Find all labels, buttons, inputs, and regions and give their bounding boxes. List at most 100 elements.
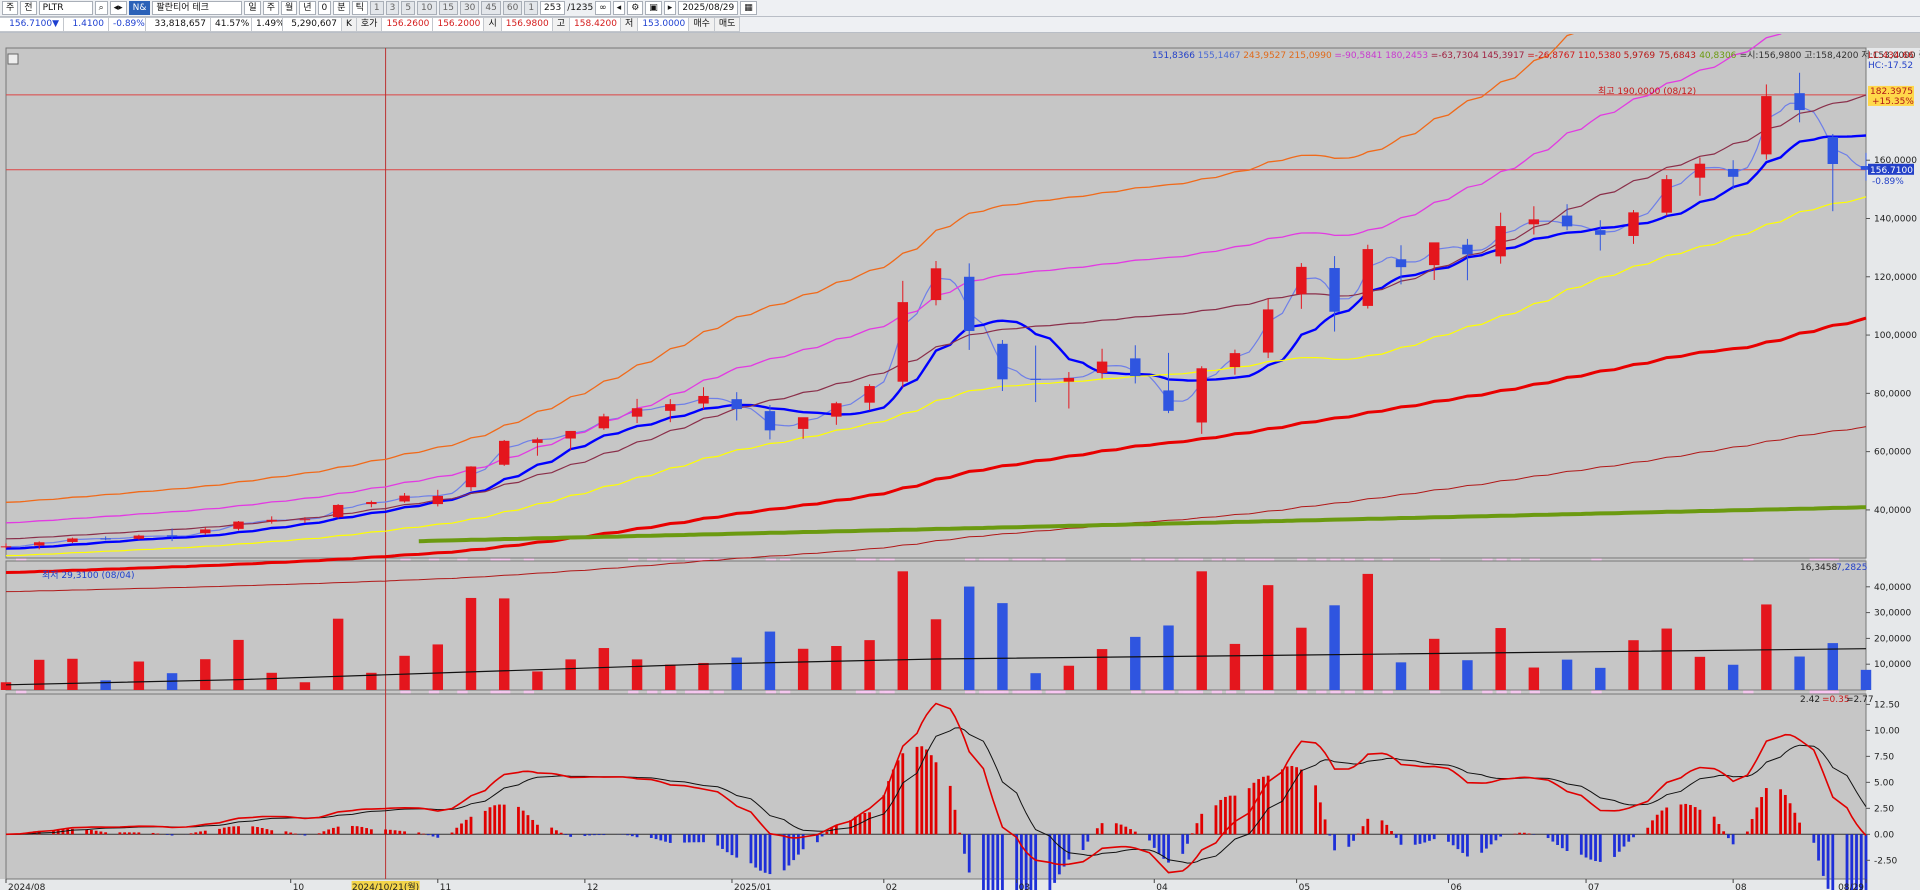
candle-body xyxy=(133,535,145,539)
count-input[interactable]: 253 xyxy=(540,1,566,15)
macd-histogram-bar xyxy=(915,746,919,835)
macd-histogram-bar xyxy=(303,834,307,836)
macd-histogram-bar xyxy=(331,827,335,835)
macd-histogram-bar xyxy=(388,829,392,835)
macd-histogram-bar xyxy=(1522,832,1526,835)
stock-name[interactable]: 팔란티어 테크 xyxy=(152,1,243,15)
macd-histogram-bar xyxy=(759,834,762,871)
timeframe-6[interactable]: 틱 xyxy=(351,1,368,15)
macd-histogram-bar xyxy=(398,830,402,835)
timeframe-3[interactable]: 년 xyxy=(299,1,316,15)
buy-button[interactable]: 매수 xyxy=(688,17,715,32)
volume-bar xyxy=(465,597,477,690)
amount-cell: 5,290,607 xyxy=(282,17,342,32)
price-tick-label: 160,0000 xyxy=(1874,156,1917,166)
timeframe-5[interactable]: 분 xyxy=(333,1,350,15)
timeframe-14[interactable]: 60 xyxy=(502,1,523,15)
macd-histogram-bar xyxy=(1228,795,1232,835)
x-tick-label: 08/29 xyxy=(1838,883,1864,890)
volume-bar xyxy=(1030,673,1041,690)
timeframe-4[interactable]: 0 xyxy=(317,1,332,15)
candle-body xyxy=(498,440,510,465)
macd-histogram-bar xyxy=(426,834,430,836)
volume-bar xyxy=(67,658,78,690)
macd-histogram-bar xyxy=(1157,834,1161,854)
timeframe-8[interactable]: 3 xyxy=(385,1,400,15)
x-tick-label: 08 xyxy=(1735,883,1747,890)
macd-histogram-bar xyxy=(431,834,435,837)
timeframe-9[interactable]: 5 xyxy=(401,1,416,15)
macd-histogram-bar xyxy=(659,834,663,841)
macd-histogram-bar xyxy=(1831,834,1835,890)
candle xyxy=(698,387,709,410)
macd-histogram-bar xyxy=(422,833,425,835)
sound-icon[interactable]: ◂▸ xyxy=(109,1,127,15)
macd-histogram-bar xyxy=(1100,823,1104,835)
legend-value: 215,0990 xyxy=(1289,51,1332,61)
macd-histogram-bar xyxy=(1859,834,1863,890)
sell-button[interactable]: 매도 xyxy=(713,17,741,32)
symbol-input[interactable]: PLTR xyxy=(38,1,93,15)
macd-line xyxy=(5,702,1867,874)
timeframe-11[interactable]: 15 xyxy=(438,1,458,15)
timeframe-15[interactable]: 1 xyxy=(524,1,539,15)
macd-histogram-bar xyxy=(1266,775,1270,835)
timeframe-7[interactable]: 1 xyxy=(369,1,384,15)
macd-histogram-bar xyxy=(602,834,606,836)
volume-tick-label: 40,0000 xyxy=(1874,583,1911,593)
macd-histogram-bar xyxy=(1057,834,1061,875)
macd-histogram-bar xyxy=(127,832,131,835)
volume-bar xyxy=(1296,627,1307,690)
next-icon[interactable]: ▸ xyxy=(663,1,677,15)
high-annotation: 최고 190,0000 (08/12) xyxy=(1598,86,1696,97)
ref-select[interactable]: 전 xyxy=(20,1,37,15)
candle-body xyxy=(299,519,311,521)
volume-bar xyxy=(1528,667,1540,690)
timeframe-10[interactable]: 10 xyxy=(417,1,437,15)
prev-icon[interactable]: ◂ xyxy=(612,1,626,15)
period-select[interactable]: 주 xyxy=(2,1,19,15)
macd-histogram-bar xyxy=(1314,785,1317,835)
stock-chart[interactable]: 160,0000 140,0000 120,0000 100,0000 80,0000 6… xyxy=(0,34,1920,890)
macd-histogram-bar xyxy=(1560,834,1564,849)
date-input[interactable]: 2025/08/29 xyxy=(678,1,739,15)
macd-histogram-bar xyxy=(1447,834,1450,842)
loop-icon[interactable]: ∞ xyxy=(595,1,611,15)
macd-histogram-bar xyxy=(1323,819,1327,835)
timeframe-1[interactable]: 주 xyxy=(262,1,279,15)
macd-histogram-bar xyxy=(1764,788,1768,835)
target-price-badge xyxy=(1868,85,1914,106)
timeframe-12[interactable]: 30 xyxy=(459,1,480,15)
macd-histogram-bar xyxy=(1594,834,1597,862)
legend-value: 180,2453 xyxy=(1385,51,1428,61)
volume-bar xyxy=(266,672,277,690)
candle xyxy=(997,340,1008,392)
macd-histogram-bar xyxy=(1617,834,1621,852)
macd-histogram-bar xyxy=(1261,776,1265,835)
calendar-icon[interactable]: ▦ xyxy=(740,1,757,15)
macd-histogram-bar xyxy=(725,834,729,853)
candle xyxy=(1196,366,1207,434)
save-icon[interactable]: ▣ xyxy=(645,1,662,15)
search-icon[interactable]: ⌕ xyxy=(94,1,108,15)
macd-histogram-bar xyxy=(1190,833,1194,835)
settings-icon[interactable]: ⚙ xyxy=(627,1,644,15)
timeframe-2[interactable]: 월 xyxy=(280,1,298,15)
vol-ratio-cell: 41.57% xyxy=(210,17,252,32)
volume-bar xyxy=(1262,585,1274,690)
target-pct-label: +15.35% xyxy=(1872,97,1914,107)
macd-histogram-bar xyxy=(1423,834,1427,843)
legend-value: 75,6843 xyxy=(1659,51,1696,61)
timeframe-0[interactable]: 일 xyxy=(244,1,261,15)
macd-histogram-bar xyxy=(1632,834,1635,838)
macd-histogram-bar xyxy=(692,834,696,843)
macd-histogram-bar xyxy=(1783,794,1787,835)
macd-histogram-bar xyxy=(664,834,667,842)
macd-histogram-bar xyxy=(1527,833,1531,835)
timeframe-13[interactable]: 45 xyxy=(481,1,501,15)
candle-body xyxy=(1495,226,1506,257)
ma200-line xyxy=(5,426,1867,593)
candle xyxy=(1761,84,1772,160)
pane-menu-icon[interactable] xyxy=(7,53,19,65)
hoga-label: 호가 xyxy=(355,17,383,32)
